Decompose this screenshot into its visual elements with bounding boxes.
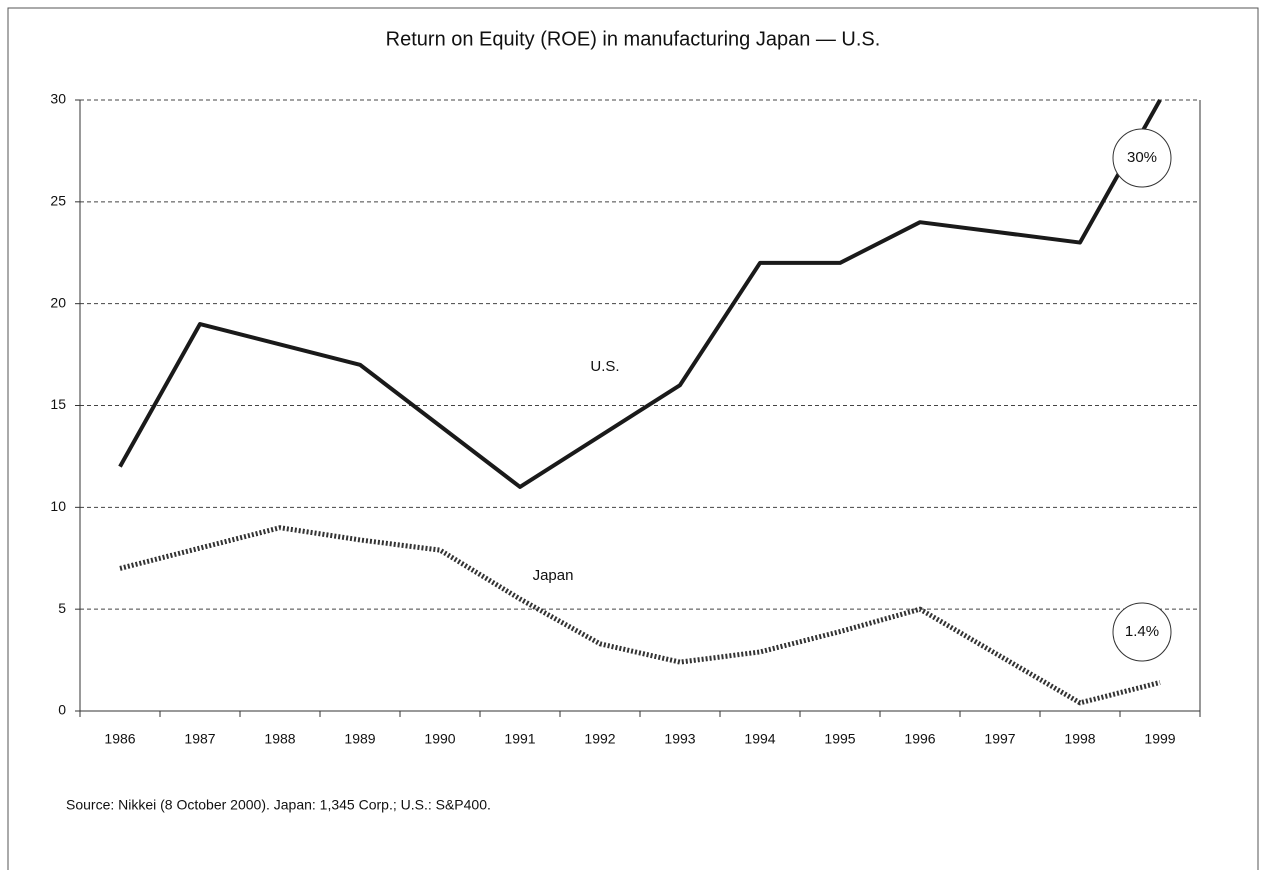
chart-title: Return on Equity (ROE) in manufacturing … — [386, 28, 881, 50]
y-tick-label: 20 — [50, 294, 66, 310]
y-tick-label: 10 — [50, 498, 66, 514]
x-tick-label: 1996 — [904, 731, 935, 747]
y-tick-label: 0 — [58, 702, 66, 718]
x-tick-label: 1992 — [584, 731, 615, 747]
source-note: Source: Nikkei (8 October 2000). Japan: … — [66, 797, 491, 813]
x-tick-label: 1991 — [504, 731, 535, 747]
series-line — [118, 99, 1162, 489]
y-tick-label: 15 — [50, 396, 66, 412]
y-tick-label: 5 — [58, 600, 66, 616]
chart-frame — [7, 7, 1259, 875]
x-tick-label: 1998 — [1064, 731, 1095, 747]
x-tick-label: 1993 — [664, 731, 695, 747]
series-label: U.S. — [590, 358, 619, 375]
annotation-circle — [1112, 128, 1172, 188]
annotation: 1.4% — [1125, 623, 1159, 640]
x-tick-label: 1986 — [104, 731, 135, 747]
x-tick-label: 1989 — [344, 731, 375, 747]
y-tick-label: 30 — [50, 91, 66, 107]
annotation: 30% — [1127, 149, 1157, 166]
y-tick-label: 25 — [50, 193, 66, 209]
series-line — [119, 525, 1161, 706]
annotation-circle — [1112, 602, 1172, 662]
x-tick-label: 1987 — [184, 731, 215, 747]
x-tick-label: 1988 — [264, 731, 295, 747]
x-tick-label: 1999 — [1144, 731, 1175, 747]
series-label: Japan — [533, 567, 574, 584]
x-tick-label: 1994 — [744, 731, 775, 747]
x-tick-label: 1995 — [824, 731, 855, 747]
x-tick-label: 1997 — [984, 731, 1015, 747]
x-tick-label: 1990 — [424, 731, 455, 747]
